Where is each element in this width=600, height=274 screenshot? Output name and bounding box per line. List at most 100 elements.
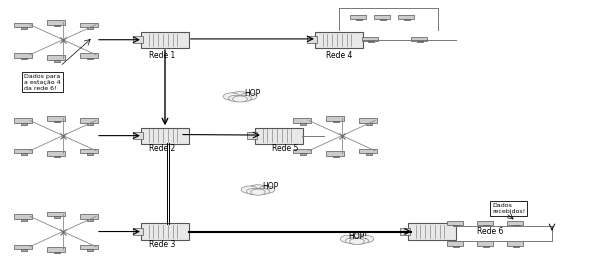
FancyBboxPatch shape (293, 118, 311, 123)
Ellipse shape (229, 92, 251, 100)
Ellipse shape (233, 96, 247, 102)
FancyBboxPatch shape (87, 219, 93, 221)
FancyBboxPatch shape (454, 246, 459, 247)
FancyBboxPatch shape (21, 249, 27, 251)
FancyBboxPatch shape (14, 214, 32, 219)
FancyBboxPatch shape (514, 246, 519, 247)
FancyBboxPatch shape (507, 241, 523, 246)
FancyBboxPatch shape (14, 149, 32, 153)
FancyBboxPatch shape (14, 53, 32, 58)
FancyBboxPatch shape (409, 224, 456, 239)
FancyBboxPatch shape (80, 214, 98, 219)
FancyBboxPatch shape (398, 15, 414, 19)
FancyBboxPatch shape (374, 15, 390, 19)
FancyBboxPatch shape (333, 121, 339, 122)
FancyBboxPatch shape (133, 36, 143, 43)
FancyBboxPatch shape (80, 118, 98, 123)
FancyBboxPatch shape (477, 241, 493, 246)
Ellipse shape (247, 189, 261, 195)
FancyBboxPatch shape (80, 53, 98, 58)
FancyBboxPatch shape (47, 247, 65, 252)
Ellipse shape (258, 186, 275, 193)
FancyBboxPatch shape (366, 123, 372, 125)
Ellipse shape (229, 95, 243, 101)
FancyBboxPatch shape (47, 212, 65, 216)
Text: Dados para
a estação 4
da rede 6!: Dados para a estação 4 da rede 6! (24, 74, 61, 91)
FancyBboxPatch shape (47, 151, 65, 156)
FancyBboxPatch shape (333, 156, 339, 158)
FancyBboxPatch shape (300, 123, 306, 125)
FancyBboxPatch shape (47, 116, 65, 121)
FancyBboxPatch shape (411, 37, 427, 41)
FancyBboxPatch shape (400, 228, 410, 235)
FancyBboxPatch shape (133, 132, 143, 139)
Ellipse shape (248, 185, 269, 193)
FancyBboxPatch shape (356, 19, 361, 21)
FancyBboxPatch shape (87, 153, 93, 155)
Ellipse shape (350, 238, 364, 244)
FancyBboxPatch shape (454, 225, 459, 226)
FancyBboxPatch shape (80, 244, 98, 249)
Text: Rede 4: Rede 4 (326, 51, 352, 60)
FancyBboxPatch shape (21, 123, 27, 125)
FancyBboxPatch shape (362, 37, 378, 41)
FancyBboxPatch shape (142, 224, 188, 239)
Ellipse shape (255, 189, 269, 195)
FancyBboxPatch shape (447, 241, 463, 246)
FancyBboxPatch shape (47, 55, 65, 60)
Text: Dados
recebidos!: Dados recebidos! (492, 203, 525, 214)
FancyBboxPatch shape (307, 36, 317, 43)
FancyBboxPatch shape (54, 60, 60, 62)
FancyBboxPatch shape (87, 58, 93, 59)
FancyBboxPatch shape (380, 19, 386, 21)
FancyBboxPatch shape (80, 149, 98, 153)
FancyBboxPatch shape (14, 118, 32, 123)
FancyBboxPatch shape (484, 225, 489, 226)
Ellipse shape (240, 93, 257, 100)
FancyBboxPatch shape (87, 27, 93, 29)
Ellipse shape (241, 186, 258, 193)
FancyBboxPatch shape (256, 128, 303, 144)
Text: Rede 5: Rede 5 (272, 144, 298, 153)
Text: Rede 3: Rede 3 (149, 240, 175, 249)
FancyBboxPatch shape (54, 25, 60, 26)
FancyBboxPatch shape (300, 153, 306, 155)
FancyBboxPatch shape (14, 22, 32, 27)
FancyBboxPatch shape (87, 123, 93, 125)
FancyBboxPatch shape (316, 32, 362, 48)
FancyBboxPatch shape (80, 22, 98, 27)
FancyBboxPatch shape (404, 19, 410, 21)
FancyBboxPatch shape (350, 15, 366, 19)
FancyBboxPatch shape (326, 116, 344, 121)
FancyBboxPatch shape (87, 249, 93, 251)
FancyBboxPatch shape (368, 41, 374, 42)
FancyBboxPatch shape (477, 221, 493, 225)
FancyBboxPatch shape (418, 41, 422, 42)
FancyBboxPatch shape (54, 252, 60, 253)
Text: Rede 2: Rede 2 (149, 144, 175, 153)
FancyBboxPatch shape (366, 153, 372, 155)
Text: HOP: HOP (244, 89, 260, 98)
FancyBboxPatch shape (47, 20, 65, 25)
FancyBboxPatch shape (21, 58, 27, 59)
FancyBboxPatch shape (142, 128, 188, 144)
FancyBboxPatch shape (293, 149, 311, 153)
FancyBboxPatch shape (484, 246, 489, 247)
FancyBboxPatch shape (247, 132, 257, 139)
FancyBboxPatch shape (21, 27, 27, 29)
Text: HOP!: HOP! (349, 232, 368, 241)
Ellipse shape (347, 234, 367, 243)
FancyBboxPatch shape (359, 149, 377, 153)
Ellipse shape (340, 235, 357, 243)
FancyBboxPatch shape (54, 121, 60, 122)
FancyBboxPatch shape (507, 221, 523, 225)
Text: Rede 6: Rede 6 (477, 227, 503, 236)
FancyBboxPatch shape (514, 225, 519, 226)
FancyBboxPatch shape (14, 244, 32, 249)
Ellipse shape (354, 238, 368, 244)
FancyBboxPatch shape (54, 216, 60, 218)
FancyBboxPatch shape (133, 228, 143, 235)
FancyBboxPatch shape (142, 32, 188, 48)
FancyBboxPatch shape (54, 156, 60, 158)
Text: Rede 1: Rede 1 (149, 51, 175, 60)
